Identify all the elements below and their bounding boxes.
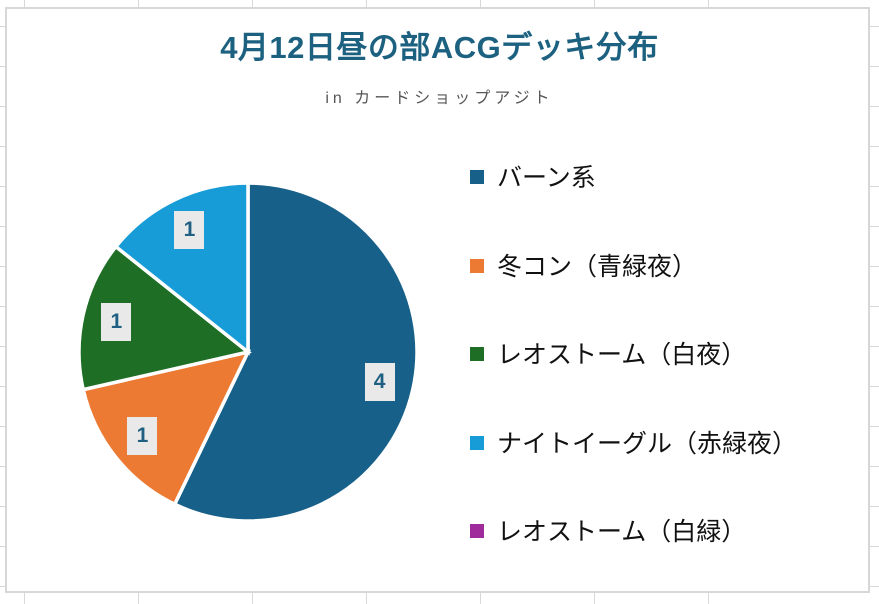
- legend-label: レオストーム（白緑）: [497, 518, 747, 546]
- chart-title: 4月12日昼の部ACGデッキ分布: [220, 30, 659, 65]
- legend-item-1[interactable]: 冬コン（青緑夜）: [470, 249, 865, 281]
- legend-item-4[interactable]: レオストーム（白緑）: [470, 514, 865, 546]
- legend-item-2[interactable]: レオストーム（白夜）: [470, 337, 865, 369]
- legend-label: レオストーム（白夜）: [497, 341, 747, 369]
- legend-item-0[interactable]: バーン系: [470, 160, 865, 192]
- legend-swatch: [470, 258, 484, 273]
- legend-label: 冬コン（青緑夜）: [497, 252, 698, 281]
- legend-swatch: [470, 435, 484, 450]
- legend-swatch: [470, 347, 484, 361]
- chart-subtitle: in カードショップアジト: [325, 90, 554, 107]
- legend-label: バーン系: [497, 164, 596, 192]
- legend-item-3[interactable]: ナイトイーグル（赤緑夜）: [470, 426, 865, 458]
- pie-slice-3[interactable]: [113, 181, 250, 356]
- pie-slice-0[interactable]: [172, 181, 419, 523]
- pie-chart[interactable]: [68, 172, 428, 532]
- pie-slice-2[interactable]: [77, 244, 252, 392]
- legend-label: ナイトイーグル（赤緑夜）: [497, 429, 798, 458]
- pie-slice-1[interactable]: [81, 349, 252, 507]
- legend: バーン系冬コン（青緑夜） レオストーム（白夜） ナイトイーグル（赤緑夜） レオストーム…: [470, 160, 865, 546]
- legend-swatch: [470, 524, 484, 538]
- legend-swatch: [470, 170, 484, 184]
